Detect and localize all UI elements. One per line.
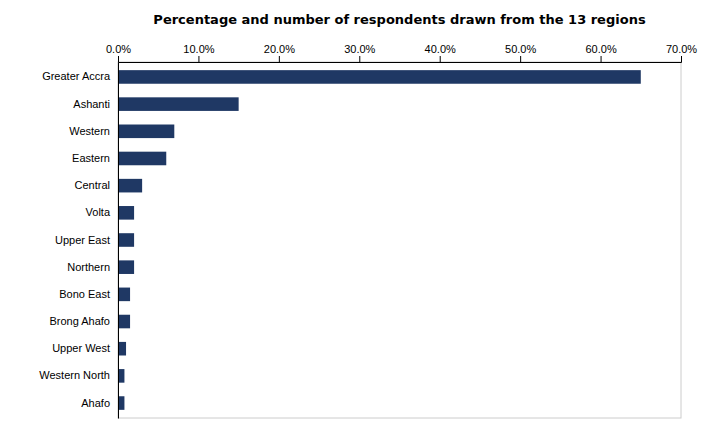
- x-tick-mark: [118, 56, 119, 62]
- x-tick: 50.0%: [505, 43, 536, 62]
- y-tick-label: Western North: [39, 369, 110, 381]
- x-tick: 20.0%: [264, 43, 295, 62]
- bar: [118, 206, 134, 220]
- bar: [118, 125, 174, 139]
- y-tick-label: Northern: [67, 261, 110, 273]
- bar: [118, 152, 166, 166]
- y-tick: Greater Accra: [42, 70, 118, 82]
- y-tick: Ashanti: [73, 98, 118, 110]
- x-tick-mark: [520, 56, 521, 62]
- x-tick: 70.0%: [666, 43, 697, 62]
- y-tick: Bono East: [59, 288, 118, 300]
- x-tick-label: 20.0%: [264, 43, 295, 55]
- y-tick: Upper East: [55, 234, 118, 246]
- bar: [118, 260, 134, 274]
- x-tick-mark: [601, 56, 602, 62]
- bar: [118, 342, 126, 356]
- y-tick: Western North: [39, 369, 118, 381]
- plot-frame: [118, 62, 681, 418]
- x-tick-label: 30.0%: [344, 43, 375, 55]
- y-tick-label: Greater Accra: [42, 70, 111, 82]
- x-tick-label: 40.0%: [425, 43, 456, 55]
- x-tick: 10.0%: [183, 43, 214, 62]
- x-tick-mark: [440, 56, 441, 62]
- y-tick: Western: [69, 125, 118, 137]
- x-tick-label: 50.0%: [505, 43, 536, 55]
- y-tick: Eastern: [72, 152, 118, 164]
- x-axis-line: [119, 56, 682, 63]
- title: Percentage and number of respondents dra…: [153, 12, 646, 27]
- y-tick: Brong Ahafo: [49, 315, 118, 327]
- y-tick-label: Eastern: [72, 152, 110, 164]
- chart: 0.0% 10.0% 20.0% 30.0% 40.0% 50.0% 60.0% 70.0% G…: [0, 0, 709, 432]
- bar: [118, 233, 134, 247]
- x-tick-mark: [681, 56, 682, 62]
- x-tick-mark: [279, 56, 280, 62]
- x-tick: 40.0%: [425, 43, 456, 62]
- x-tick: 30.0%: [344, 43, 375, 62]
- x-tick-label: 60.0%: [585, 43, 616, 55]
- y-tick-label: Brong Ahafo: [49, 315, 110, 327]
- y-tick-label: Central: [75, 179, 110, 191]
- y-axis: Greater Accra Ashanti Western Eastern Centra…: [39, 63, 118, 419]
- x-tick-mark: [359, 56, 360, 62]
- x-axis: 0.0% 10.0% 20.0% 30.0% 40.0% 50.0% 60.0% 70.0%: [106, 43, 697, 63]
- y-tick-label: Western: [69, 125, 110, 137]
- y-tick-label: Ahafo: [81, 397, 110, 409]
- x-tick-label: 10.0%: [183, 43, 214, 55]
- bar: [118, 97, 239, 111]
- x-tick-label: 70.0%: [666, 43, 697, 55]
- y-axis-line: [118, 63, 119, 419]
- bar: [118, 179, 142, 193]
- x-tick-label: 0.0%: [106, 43, 131, 55]
- y-tick: Northern: [67, 261, 118, 273]
- y-tick-label: Ashanti: [73, 98, 110, 110]
- y-tick-label: Bono East: [59, 288, 110, 300]
- y-tick-label: Volta: [86, 206, 111, 218]
- x-tick-mark: [198, 56, 199, 62]
- y-tick: Volta: [86, 206, 118, 218]
- bars: [118, 70, 641, 410]
- bar: [118, 70, 641, 84]
- y-tick: Upper West: [52, 342, 118, 354]
- y-tick: Central: [75, 179, 118, 191]
- bar: [118, 288, 130, 302]
- x-tick: 60.0%: [585, 43, 616, 62]
- y-tick-label: Upper East: [55, 234, 110, 246]
- y-tick-label: Upper West: [52, 342, 110, 354]
- plot: 0.0% 10.0% 20.0% 30.0% 40.0% 50.0% 60.0% 70.0% G…: [39, 43, 697, 419]
- y-tick: Ahafo: [81, 397, 118, 409]
- bar: [118, 315, 130, 329]
- x-tick: 0.0%: [106, 43, 131, 62]
